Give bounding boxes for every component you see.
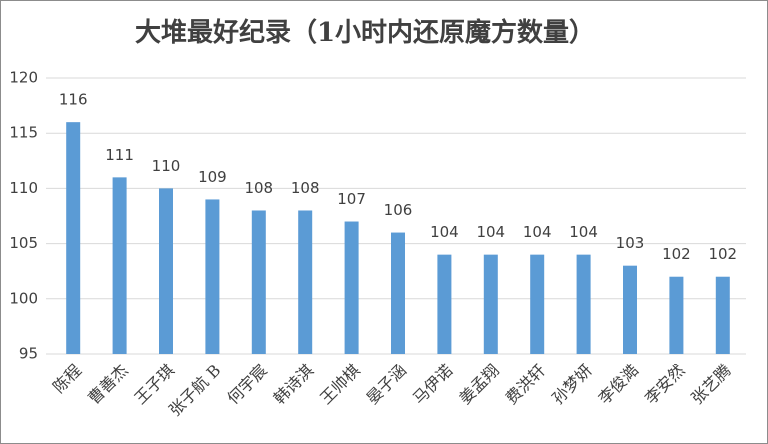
y-tick-label: 110 bbox=[9, 179, 38, 197]
bar bbox=[112, 177, 127, 354]
chart-title: 大堆最好纪录（1小时内还原魔方数量） bbox=[135, 17, 595, 48]
value-label: 116 bbox=[59, 91, 88, 109]
bar bbox=[530, 254, 545, 354]
bar bbox=[159, 188, 173, 354]
value-label: 104 bbox=[476, 223, 505, 241]
y-tick-label: 100 bbox=[9, 289, 38, 307]
value-label: 111 bbox=[105, 146, 134, 164]
value-label: 106 bbox=[384, 201, 413, 219]
value-label: 110 bbox=[152, 157, 181, 175]
bar bbox=[715, 276, 730, 354]
bar bbox=[205, 199, 220, 354]
value-label: 107 bbox=[337, 190, 366, 208]
bar bbox=[66, 122, 81, 354]
value-label: 102 bbox=[662, 245, 691, 263]
bar bbox=[298, 210, 313, 354]
bar bbox=[669, 276, 684, 354]
value-label: 108 bbox=[291, 179, 320, 197]
value-label: 108 bbox=[244, 179, 273, 197]
value-label: 102 bbox=[708, 245, 737, 263]
bar bbox=[344, 221, 359, 354]
value-label: 104 bbox=[569, 223, 598, 241]
bar bbox=[576, 254, 591, 354]
y-tick-label: 95 bbox=[19, 345, 38, 363]
bar bbox=[391, 232, 405, 354]
value-label: 104 bbox=[430, 223, 459, 241]
value-label: 104 bbox=[523, 223, 552, 241]
bar bbox=[437, 254, 452, 354]
y-tick-label: 120 bbox=[9, 69, 38, 87]
value-label: 109 bbox=[198, 168, 227, 186]
y-tick-label: 115 bbox=[9, 124, 38, 142]
bar bbox=[251, 210, 266, 354]
bar bbox=[623, 265, 637, 354]
y-tick-label: 105 bbox=[9, 234, 38, 252]
value-label: 103 bbox=[616, 234, 645, 252]
bar bbox=[483, 254, 498, 354]
